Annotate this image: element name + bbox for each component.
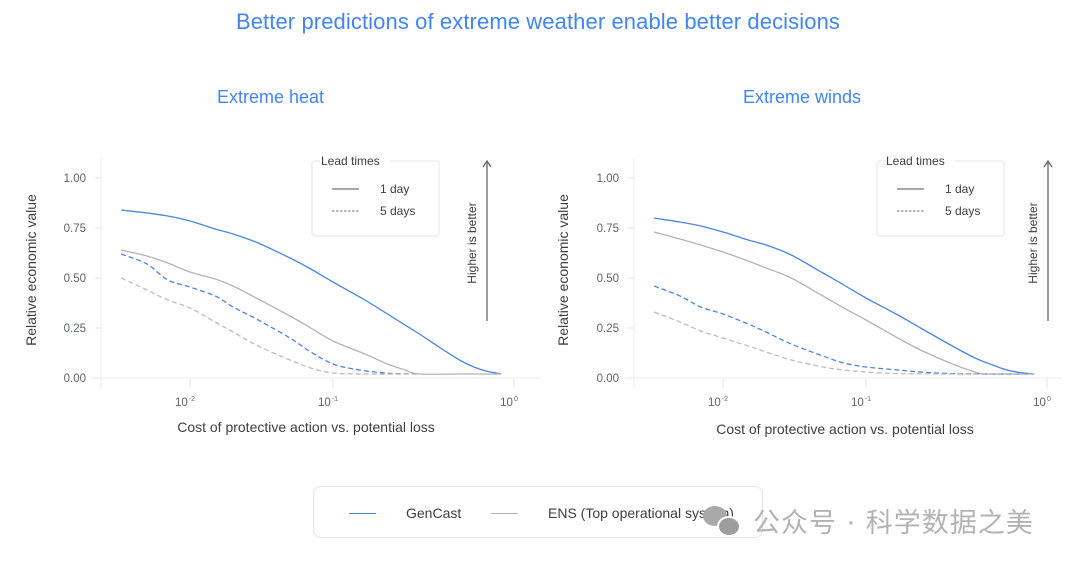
lead-5-days-label: 5 days <box>945 204 980 218</box>
series-ens-5-days <box>120 277 420 375</box>
x-tick-label: 10-1 <box>851 396 871 409</box>
ens-swatch <box>491 512 518 514</box>
panel-extreme-winds: 0.00 0.25 0.50 0.75 1.00 10-2 10-1 100 Relativ… <box>555 154 1062 437</box>
y-axis-title: Relative economic value <box>23 194 39 346</box>
y-tick-label: 0.50 <box>64 273 86 285</box>
x-axis-title: Cost of protective action vs. potential … <box>716 421 974 437</box>
chart-title-extreme-heat: Extreme heat <box>217 87 325 107</box>
legend-item-ens: ENS (Top operational system) <box>491 505 734 521</box>
series-gencast-1-day <box>121 209 502 375</box>
chart-title-extreme-winds: Extreme winds <box>743 87 862 107</box>
y-tick-label: 0.00 <box>64 373 86 385</box>
x-tick-label: 10-2 <box>708 396 728 409</box>
series-ens-5-days <box>653 311 1035 375</box>
series-ens-1-day <box>653 231 1035 375</box>
lead-times-legend: Lead times 1 day 5 days <box>311 154 440 237</box>
gencast-swatch <box>349 512 376 514</box>
lead-1-day-label: 1 day <box>380 182 409 196</box>
lead-times-legend: Lead times 1 day 5 days <box>876 154 1005 237</box>
lead-1-day-label: 1 day <box>945 182 974 196</box>
legend-label-ens: ENS (Top operational system) <box>548 505 734 521</box>
y-tick-label: 0.25 <box>597 323 619 335</box>
arrow-up-icon <box>482 159 492 168</box>
lead-5-days-label: 5 days <box>380 204 415 218</box>
higher-is-better-annotation: Higher is better <box>1026 159 1053 321</box>
y-axis-title: Relative economic value <box>555 194 571 346</box>
higher-is-better-label: Higher is better <box>465 202 479 283</box>
y-tick-label: 1.00 <box>64 173 86 185</box>
series-gencast-5-days <box>653 285 1035 375</box>
legend-label-gencast: GenCast <box>406 505 462 521</box>
panel-extreme-heat: 0.00 0.25 0.50 0.75 1.00 10-2 10-1 100 Relativ… <box>23 154 540 435</box>
higher-is-better-label: Higher is better <box>1026 202 1040 283</box>
y-tick-label: 0.75 <box>597 223 619 235</box>
x-tick-label: 100 <box>500 396 518 409</box>
main-title: Better predictions of extreme weather en… <box>235 9 841 34</box>
x-axis-title: Cost of protective action vs. potential … <box>177 419 435 435</box>
legend-item-gencast: GenCast <box>349 505 461 521</box>
y-tick-label: 0.50 <box>597 273 619 285</box>
x-tick-label: 10-1 <box>318 396 338 409</box>
y-tick-label: 1.00 <box>597 173 619 185</box>
lead-times-title: Lead times <box>886 154 945 168</box>
watermark: 公众号 · 科学数据之美 <box>703 500 1034 540</box>
x-tick-label: 100 <box>1033 396 1051 409</box>
series-gencast-5-days <box>120 253 420 375</box>
y-tick-label: 0.25 <box>64 323 86 335</box>
lead-times-title: Lead times <box>321 154 380 168</box>
x-tick-label: 10-2 <box>175 396 195 409</box>
y-tick-label: 0.75 <box>64 223 86 235</box>
y-tick-label: 0.00 <box>597 373 619 385</box>
series-gencast-1-day <box>653 217 1035 375</box>
arrow-up-icon <box>1043 159 1053 168</box>
higher-is-better-annotation: Higher is better <box>465 159 492 321</box>
series-legend: GenCast ENS (Top operational system) <box>313 486 763 538</box>
watermark-text: 公众号 · 科学数据之美 <box>753 507 1034 539</box>
wechat-icon <box>703 504 743 537</box>
series-ens-1-day <box>120 249 502 375</box>
